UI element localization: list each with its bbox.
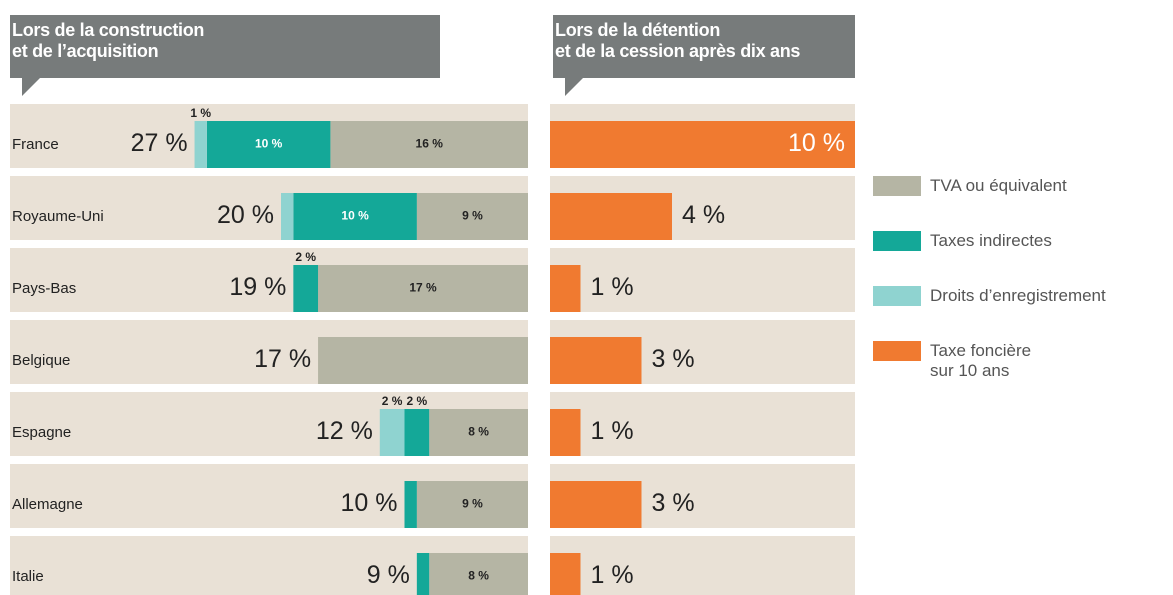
segment-label: 2 % (295, 250, 316, 264)
total-label: 20 % (217, 201, 274, 229)
bar-segment (429, 409, 528, 456)
row-bg (550, 248, 855, 312)
segment-label: 2 % (407, 394, 428, 408)
segment-label: 10 % (341, 209, 369, 223)
segment-label: 10 % (255, 137, 283, 151)
bar-segment (293, 193, 417, 240)
value-label: 1 % (591, 561, 634, 589)
bar-segment (281, 193, 294, 240)
value-label: 1 % (591, 273, 634, 301)
category-label: Italie (12, 568, 44, 585)
category-label: Pays-Bas (12, 280, 76, 297)
row-bg (550, 536, 855, 595)
legend-swatch (873, 341, 921, 361)
bar (550, 337, 642, 384)
legend-label: Droits d’enregistrement (930, 286, 1106, 305)
header-left-bg (10, 15, 440, 96)
total-label: 17 % (254, 345, 311, 373)
bar-segment (429, 553, 528, 595)
bar (550, 481, 642, 528)
bar (550, 409, 581, 456)
bar-segment (379, 409, 405, 456)
value-label: 4 % (682, 201, 725, 229)
legend-label: Taxe foncière sur 10 ans (930, 341, 1032, 380)
segment-label: 8 % (468, 569, 489, 583)
value-label: 10 % (788, 129, 845, 157)
legend-swatch (873, 286, 921, 306)
bar (550, 193, 672, 240)
legend-label: TVA ou équivalent (930, 176, 1067, 195)
total-label: 10 % (341, 489, 398, 517)
bar-segment (293, 265, 319, 312)
category-label: Allemagne (12, 496, 83, 513)
segment-label: 2 % (382, 394, 403, 408)
bar-segment (416, 193, 528, 240)
value-label: 3 % (652, 345, 695, 373)
category-label: Royaume-Uni (12, 208, 104, 225)
bar (550, 121, 855, 168)
panel-title: Lors de la construction et de l’acquisit… (12, 20, 205, 61)
legend-swatch (873, 176, 921, 196)
value-label: 3 % (652, 489, 695, 517)
segment-label: 9 % (462, 497, 483, 511)
legend-label: Taxes indirectes (930, 231, 1052, 250)
bar-segment (416, 553, 430, 595)
bar-segment (318, 337, 528, 384)
category-label: Belgique (12, 352, 70, 369)
segment-label: 8 % (468, 425, 489, 439)
header-right-bg (553, 15, 855, 96)
category-label: France (12, 136, 59, 153)
category-label: Espagne (12, 424, 71, 441)
bar-segment (416, 481, 528, 528)
total-label: 9 % (367, 561, 410, 589)
row-bg (550, 392, 855, 456)
value-label: 1 % (591, 417, 634, 445)
total-label: 19 % (229, 273, 286, 301)
segment-label: 16 % (416, 137, 444, 151)
bar (550, 265, 581, 312)
bar-segment (206, 121, 331, 168)
bar (550, 553, 581, 595)
total-label: 12 % (316, 417, 373, 445)
bar-segment (318, 265, 528, 312)
total-label: 27 % (131, 129, 188, 157)
bar-segment (330, 121, 528, 168)
bar-segment (194, 121, 207, 168)
segment-label: 1 % (190, 106, 211, 120)
bar-segment (404, 481, 417, 528)
segment-label: 17 % (409, 281, 437, 295)
legend-swatch (873, 231, 921, 251)
segment-label: 9 % (462, 209, 483, 223)
bar-segment (404, 409, 430, 456)
panel-title: Lors de la détention et de la cession ap… (555, 20, 801, 61)
